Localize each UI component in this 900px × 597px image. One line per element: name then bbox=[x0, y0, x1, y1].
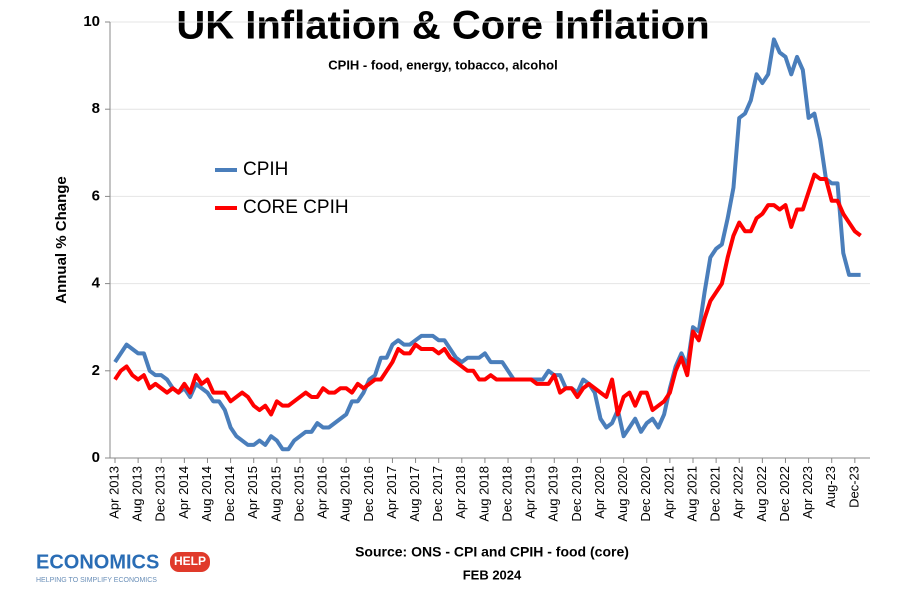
x-tick-label: Aug 2021 bbox=[684, 466, 699, 522]
x-tick-label: Apr 2018 bbox=[453, 466, 468, 519]
x-tick-label: Apr 2020 bbox=[592, 466, 607, 519]
x-tick-label: Apr 2015 bbox=[245, 466, 260, 519]
x-tick-label: Aug 2016 bbox=[338, 466, 353, 522]
logo-word: ECONOMICS bbox=[36, 551, 159, 573]
x-tick-label: Dec-23 bbox=[846, 466, 861, 508]
chart-subtitle: CPIH - food, energy, tobacco, alcohol bbox=[328, 57, 557, 72]
x-tick-label: Apr 2017 bbox=[384, 466, 399, 519]
source-note: Source: ONS - CPI and CPIH - food (core) bbox=[355, 544, 629, 560]
x-tick-label: Apr 2016 bbox=[315, 466, 330, 519]
date-note: FEB 2024 bbox=[463, 567, 522, 582]
x-tick-label: Apr 2021 bbox=[661, 466, 676, 519]
x-tick-label: Dec 2014 bbox=[222, 466, 237, 522]
y-tick-label: 10 bbox=[83, 13, 100, 30]
x-tick-label: Apr 2023 bbox=[800, 466, 815, 519]
chart-title: UK Inflation & Core Inflation bbox=[176, 4, 709, 48]
x-tick-label: Apr 2022 bbox=[731, 466, 746, 519]
x-tick-label: Dec 2015 bbox=[291, 466, 306, 522]
logo-badge-shape bbox=[170, 552, 210, 572]
x-tick-label: Dec 2018 bbox=[499, 466, 514, 522]
x-tick-label: Dec 2013 bbox=[153, 466, 168, 522]
logo: ECONOMICS HELP HELPING TO SIMPLIFY ECONO… bbox=[36, 551, 210, 584]
x-tick-label: Apr 2019 bbox=[523, 466, 538, 519]
x-tick-label: Apr 2014 bbox=[176, 466, 191, 519]
x-tick-label: Apr 2013 bbox=[106, 466, 121, 519]
series-line bbox=[113, 37, 861, 452]
x-tick-label: Aug 2019 bbox=[546, 466, 561, 522]
x-tick-label: Aug 2020 bbox=[615, 466, 630, 522]
x-tick-label: Aug-23 bbox=[823, 466, 838, 508]
logo-badge: HELP bbox=[174, 554, 206, 568]
y-tick-label: 2 bbox=[92, 362, 100, 379]
logo-tagline: HELPING TO SIMPLIFY ECONOMICS bbox=[36, 577, 157, 584]
x-tick-label: Aug 2022 bbox=[754, 466, 769, 522]
y-tick-label: 4 bbox=[92, 275, 101, 292]
x-tick-label: Dec 2020 bbox=[638, 466, 653, 522]
y-axis-label: Annual % Change bbox=[53, 176, 70, 304]
x-tick-label: Aug 2017 bbox=[407, 466, 422, 522]
x-tick-label: Dec 2022 bbox=[777, 466, 792, 522]
y-tick-label: 0 bbox=[92, 449, 100, 466]
x-tick-label: Dec 2016 bbox=[361, 466, 376, 522]
x-tick-label: Aug 2014 bbox=[199, 466, 214, 522]
x-tick-label: Aug 2015 bbox=[268, 466, 283, 522]
legend-label: CPIH bbox=[243, 159, 288, 180]
y-tick-label: 8 bbox=[92, 100, 100, 117]
y-tick-label: 6 bbox=[92, 187, 100, 204]
x-tick-label: Aug 2013 bbox=[130, 466, 145, 522]
x-tick-label: Dec 2019 bbox=[569, 466, 584, 522]
series-line bbox=[113, 172, 862, 417]
x-tick-label: Dec 2021 bbox=[708, 466, 723, 522]
legend-label: CORE CPIH bbox=[243, 197, 349, 218]
x-tick-label: Aug 2018 bbox=[476, 466, 491, 522]
x-tick-label: Dec 2017 bbox=[430, 466, 445, 522]
